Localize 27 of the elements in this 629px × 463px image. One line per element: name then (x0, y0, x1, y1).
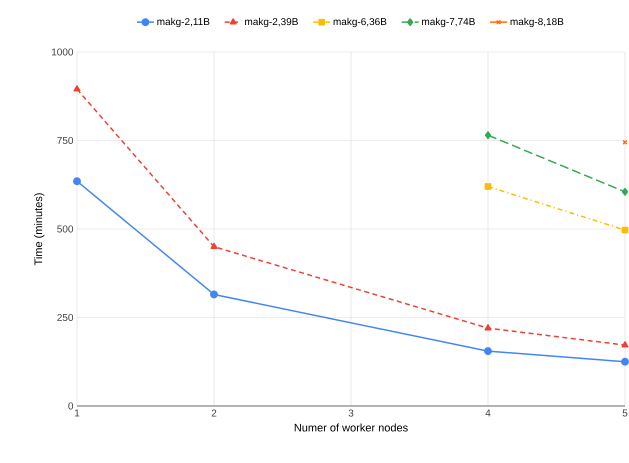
x-tick-label: 4 (485, 410, 490, 416)
y-tick-label: 750 (57, 136, 74, 144)
legend-label: makg-2,11B (157, 18, 210, 28)
point (73, 177, 81, 186)
legend-label: makg-7,74B (422, 18, 475, 28)
y-tick-label: 250 (57, 314, 74, 322)
legend-label: makg-2,39B (245, 18, 298, 28)
point (484, 347, 492, 356)
x-tick-label: 1 (74, 410, 80, 416)
point (622, 140, 628, 145)
x-axis-title: Numer of worker nodes (294, 423, 408, 432)
x-tick-label: 5 (622, 410, 628, 416)
x-tick-label: 3 (348, 410, 354, 417)
legend-label: makg-6,36B (334, 18, 386, 28)
point (484, 131, 492, 140)
y-tick-label: 1000 (52, 48, 74, 56)
point (73, 85, 81, 92)
y-axis-title: Time (minutes) (34, 193, 44, 266)
point (484, 183, 492, 190)
y-tick-label: 0 (68, 402, 74, 410)
point (210, 290, 218, 298)
point (210, 242, 218, 250)
y-tick-label: 500 (57, 225, 74, 233)
x-tick-label: 2 (212, 410, 216, 416)
point (484, 324, 492, 330)
point (622, 188, 628, 196)
legend-label: makg-8,18B (510, 18, 564, 28)
